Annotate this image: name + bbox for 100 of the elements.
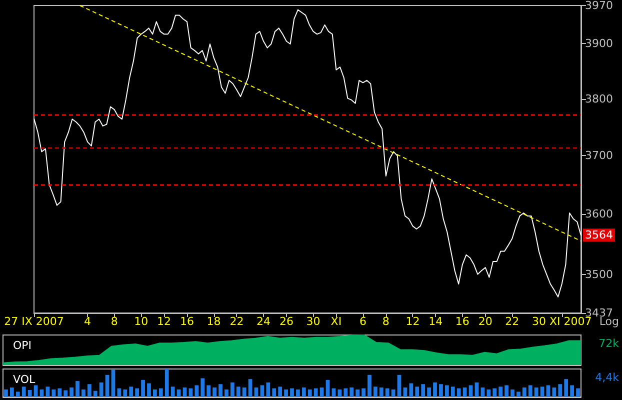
bar [314,388,318,397]
bar [87,384,92,397]
x-tick-label: 24 [256,315,271,328]
x-tick-label: 6 [359,315,366,328]
bar [379,387,384,397]
x-tick-label: 14 [428,315,443,328]
bar [218,384,222,397]
bar [409,383,414,397]
x-tick-label: 26 [279,315,294,328]
bar [22,386,26,397]
bar [326,380,330,397]
bar [415,386,420,397]
x-tick-label: XI [330,315,342,328]
bar [450,386,455,397]
bar [82,389,86,397]
bar [397,374,402,397]
bar [492,388,497,397]
bar [70,387,74,397]
bar [76,381,80,397]
line-series [34,9,582,298]
bar [439,384,443,397]
bar [260,385,264,397]
x-tick-label: 4 [84,315,92,328]
x-tick-label: 30 XI 2007 [532,315,592,328]
bar [290,388,294,397]
x-tick-label: 16 [180,315,194,328]
bar [170,386,175,397]
y-tick-label: 3900 [585,36,613,50]
bar [212,387,216,397]
text: 4,4k [595,371,620,384]
bar [296,389,300,397]
y-tick-label: 3970 [585,0,613,12]
bar [123,389,128,397]
bar [230,382,234,397]
bar [99,382,104,397]
bar [147,383,151,397]
bar [40,389,44,397]
y-tick-label: 3600 [585,208,613,221]
bar [105,374,110,397]
bar [462,387,467,397]
bar [522,387,526,397]
chart-title: VOL [13,373,36,386]
x-tick-label: 30 [306,315,320,328]
bar [433,382,437,397]
bar [176,389,181,397]
bar [421,384,426,397]
bar [344,388,348,397]
bar [444,385,449,397]
bar [93,390,98,397]
bar [242,387,246,397]
x-tick-label: 16 [455,315,470,328]
text: 72k [598,337,620,350]
bar [164,369,169,397]
x-tick-label: 12 [157,315,172,328]
x-tick-label: 8 [110,315,118,328]
bar [158,388,163,397]
bar [224,389,228,397]
bar [28,390,32,397]
bar [272,388,276,397]
bar [486,389,491,397]
x-tick-label: 22 [505,315,520,328]
bar [427,387,431,397]
bar [308,389,312,397]
x-tick-label: 18 [206,315,221,328]
bar [498,386,502,397]
x-tick-label: 22 [230,315,244,328]
bar [474,382,479,397]
bar [516,392,520,397]
bar [534,387,538,397]
bar [302,387,306,397]
x-tick-label: 20 [478,315,492,328]
bar [552,387,556,397]
bar [16,392,20,397]
bar [141,380,145,397]
bar [236,386,240,397]
bar [64,390,68,397]
bar [576,388,580,397]
bar [391,389,396,397]
bar [206,385,211,397]
bar [510,389,514,397]
bar [456,388,461,397]
x-tick-label: 10 [134,315,148,328]
bar [153,389,157,397]
bar [362,388,366,397]
bar [356,389,360,397]
bar [546,385,550,397]
bar [480,387,485,397]
bar [504,385,508,397]
bar [564,379,568,397]
bar [200,378,205,397]
bar [46,386,50,397]
bar [266,382,270,397]
bar [135,388,140,397]
bar [111,370,116,397]
bar [248,379,252,397]
x-tick-label: 27 IX 2007 [4,315,64,328]
bar [338,389,342,397]
bar [4,389,8,397]
bar [368,374,372,397]
y-tick-label: 3800 [585,92,613,106]
